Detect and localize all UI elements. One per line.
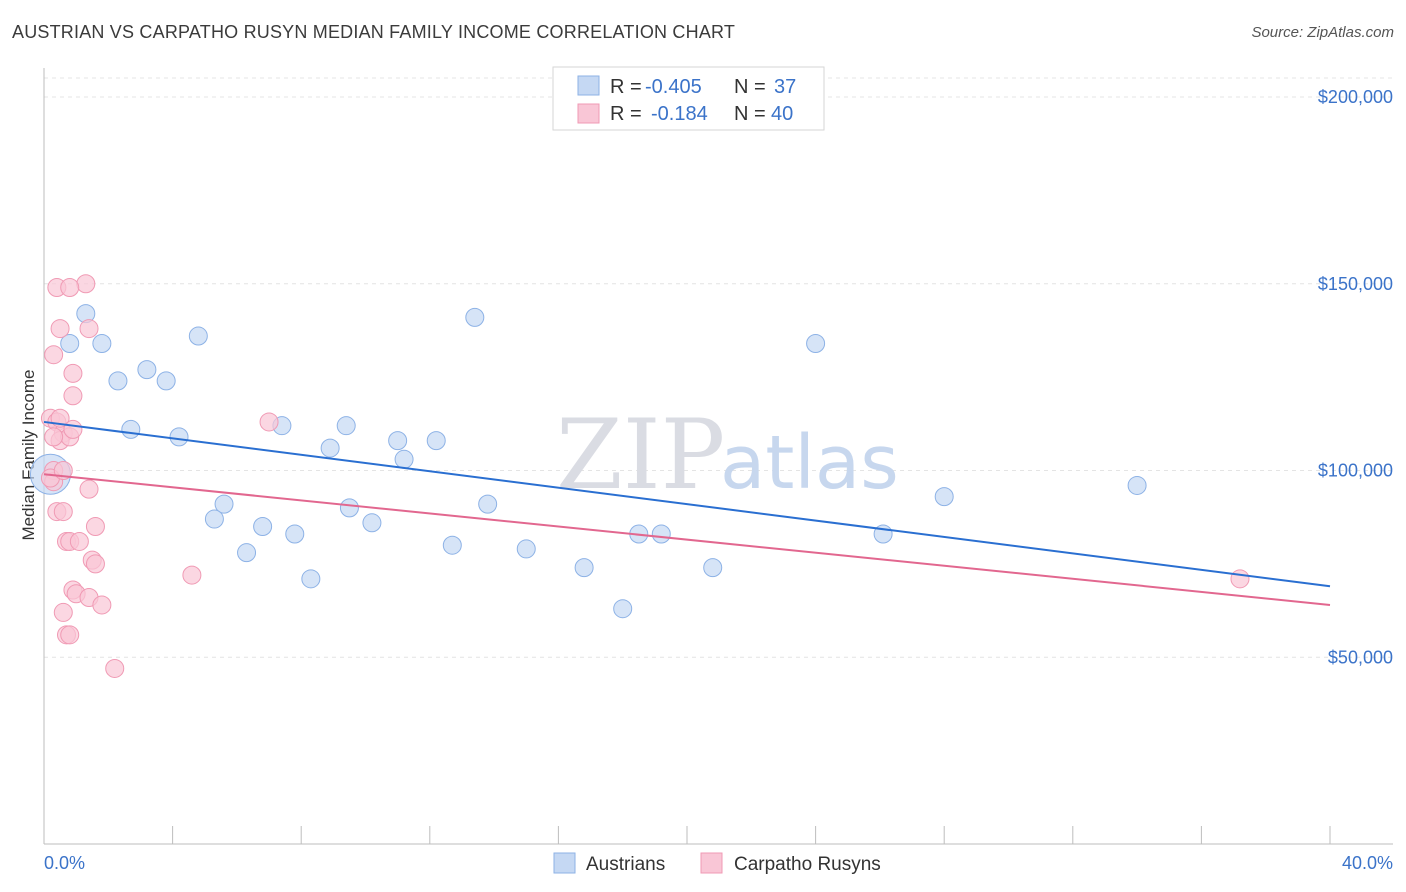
y-tick-labels: $50,000 $100,000 $150,000 $200,000 bbox=[1318, 87, 1393, 667]
austrians-point-28 bbox=[516, 539, 536, 559]
legend-n-value-1: 37 bbox=[774, 76, 796, 98]
austrians-point-31 bbox=[651, 524, 671, 544]
austrians-point-33 bbox=[613, 599, 633, 619]
austrians-point-26 bbox=[442, 535, 462, 555]
austrians-point-7 bbox=[156, 371, 176, 391]
carpatho-rusyns-point-4 bbox=[79, 319, 99, 339]
carpatho-rusyns-point-7 bbox=[63, 386, 83, 406]
austrians-point-29 bbox=[574, 558, 594, 578]
bottom-legend-swatch-austrians bbox=[553, 852, 576, 874]
legend-swatch-austrians bbox=[577, 75, 600, 96]
y-tick-label-0: $50,000 bbox=[1328, 647, 1393, 667]
watermark-atlas: atlas bbox=[720, 420, 899, 506]
carpatho-rusyns-point-6 bbox=[63, 363, 83, 383]
carpatho-rusyns-point-18 bbox=[79, 479, 99, 499]
legend-r-value-1: -0.405 bbox=[645, 76, 702, 98]
austrians-point-36 bbox=[1127, 475, 1147, 495]
y-tick-label-1: $100,000 bbox=[1318, 461, 1393, 481]
carpatho-rusyns-point-38 bbox=[63, 419, 83, 439]
austrians-point-6 bbox=[137, 360, 157, 380]
austrians-point-13 bbox=[388, 431, 408, 451]
carpatho-rusyns-point-19 bbox=[85, 517, 105, 537]
carpatho-rusyns-point-31 bbox=[60, 625, 80, 645]
bottom-legend-carpatho-rusyns: Carpatho Rusyns bbox=[734, 854, 881, 875]
austrians-point-9 bbox=[169, 427, 189, 447]
austrians-point-23 bbox=[301, 569, 321, 589]
carpatho-rusyns-point-23 bbox=[85, 554, 105, 574]
x-tick-label-max: 40.0% bbox=[1342, 853, 1393, 873]
carpatho-rusyns-point-28 bbox=[92, 595, 112, 615]
austrians-point-14 bbox=[426, 431, 446, 451]
carpatho-rusyns-point-39 bbox=[44, 427, 64, 447]
chart-title: AUSTRIAN VS CARPATHO RUSYN MEDIAN FAMILY… bbox=[12, 22, 736, 42]
carpatho-rusyns-point-33 bbox=[1230, 569, 1250, 589]
source-label: Source: ZipAtlas.com bbox=[1251, 24, 1394, 41]
legend-r-label-2: R = bbox=[610, 103, 642, 125]
austrians-point-25 bbox=[362, 513, 382, 533]
austrians-point-17 bbox=[806, 334, 826, 354]
carpatho-rusyns-point-24 bbox=[182, 565, 202, 585]
carpatho-rusyns-points bbox=[40, 274, 1250, 678]
carpatho-rusyns-point-1 bbox=[76, 274, 96, 294]
carpatho-rusyns-point-29 bbox=[53, 602, 73, 622]
y-tick-label-3: $200,000 bbox=[1318, 87, 1393, 107]
carpatho-rusyns-point-32 bbox=[105, 658, 125, 678]
x-tick-labels: 0.0% 40.0% bbox=[44, 853, 1393, 873]
bottom-legend-swatch-carpatho-rusyns bbox=[700, 852, 723, 874]
stats-legend: R = -0.405 N = 37 R = -0.184 N = 40 bbox=[552, 66, 825, 131]
watermark: ZIP atlas bbox=[556, 399, 899, 511]
legend-n-label-2: N = bbox=[734, 103, 766, 125]
y-axis-label: Median Family Income bbox=[19, 369, 38, 540]
y-tick-label-2: $150,000 bbox=[1318, 274, 1393, 294]
austrians-point-8 bbox=[121, 419, 141, 439]
austrians-point-12 bbox=[320, 438, 340, 458]
austrians-point-24 bbox=[339, 498, 359, 518]
austrians-point-27 bbox=[478, 494, 498, 514]
austrians-point-35 bbox=[934, 487, 954, 507]
austrians-point-16 bbox=[465, 307, 485, 327]
watermark-zip: ZIP bbox=[556, 399, 725, 511]
austrians-point-21 bbox=[285, 524, 305, 544]
x-tick-label-min: 0.0% bbox=[44, 853, 85, 873]
legend-n-label-1: N = bbox=[734, 76, 766, 98]
austrians-point-3 bbox=[92, 334, 112, 354]
carpatho-rusyns-point-13 bbox=[259, 412, 279, 432]
legend-r-value-2: -0.184 bbox=[651, 103, 708, 125]
carpatho-rusyns-point-3 bbox=[50, 319, 70, 339]
austrians-point-15 bbox=[394, 449, 414, 469]
carpatho-rusyns-point-37 bbox=[69, 531, 89, 551]
trend-lines bbox=[43, 420, 1331, 606]
austrians-point-19 bbox=[204, 509, 224, 529]
austrians-point-20 bbox=[253, 517, 273, 537]
legend-n-value-2: 40 bbox=[771, 103, 793, 125]
series-legend: Austrians Carpatho Rusyns bbox=[553, 852, 881, 875]
austrians-point-2 bbox=[60, 334, 80, 354]
carpatho-rusyns-point-17 bbox=[53, 502, 73, 522]
austrians-trend-line bbox=[43, 420, 1331, 588]
legend-r-label-1: R = bbox=[610, 76, 642, 98]
austrians-point-32 bbox=[703, 558, 723, 578]
carpatho-rusyns-point-2 bbox=[60, 277, 80, 297]
austrians-point-22 bbox=[237, 543, 257, 563]
carpatho-rusyns-point-5 bbox=[44, 345, 64, 365]
bottom-legend-austrians: Austrians bbox=[586, 854, 665, 875]
austrians-point-18 bbox=[214, 494, 234, 514]
austrians-point-4 bbox=[188, 326, 208, 346]
legend-swatch-carpatho-rusyns bbox=[577, 103, 600, 124]
austrians-point-11 bbox=[336, 416, 356, 436]
austrians-point-5 bbox=[108, 371, 128, 391]
carpatho-rusyns-trend-line bbox=[43, 473, 1331, 606]
